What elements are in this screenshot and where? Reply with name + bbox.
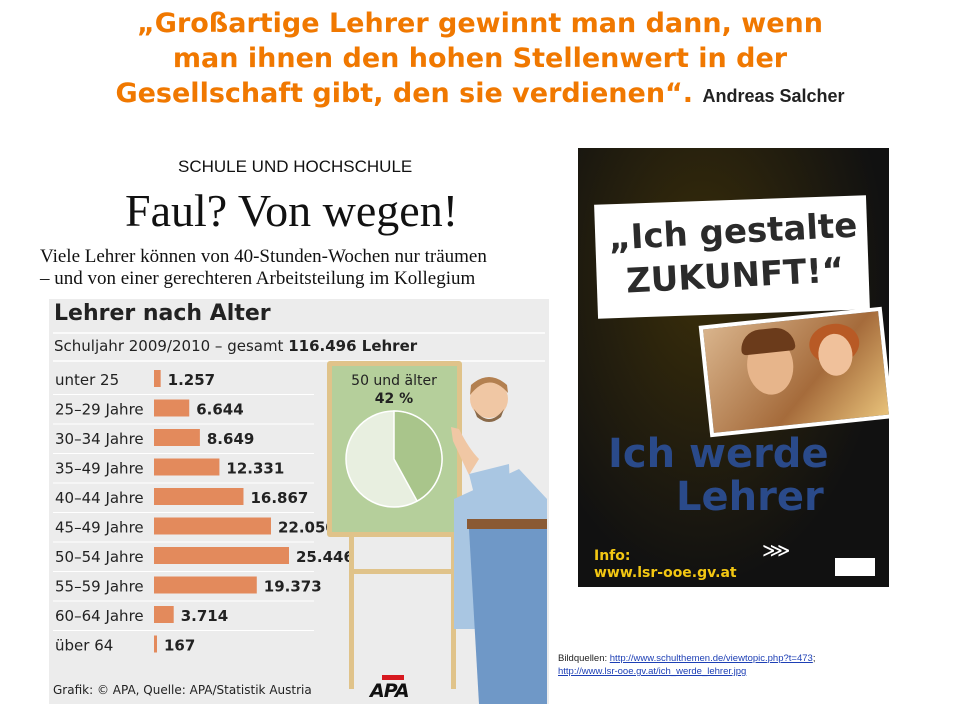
bar <box>154 488 244 505</box>
quote-line-3-wrap: Gesellschaft gibt, den sie verdienen“. A… <box>40 76 920 114</box>
quote: „Großartige Lehrer gewinnt man dann, wen… <box>40 6 920 114</box>
value-label: 6.644 <box>196 401 243 419</box>
value-label: 3.714 <box>181 607 228 625</box>
value-label: 19.373 <box>264 578 322 596</box>
poster-info-url: www.lsr-ooe.gv.at <box>594 565 737 581</box>
category-label: unter 25 <box>55 371 119 389</box>
category-label: 50–54 Jahre <box>55 548 144 566</box>
pie-slice <box>393 410 443 503</box>
bar <box>154 635 157 653</box>
person-beard <box>474 409 504 422</box>
chart-title: Lehrer nach Alter <box>54 301 271 326</box>
article-standfirst: Viele Lehrer können von 40-Stunden-Woche… <box>40 246 580 290</box>
poster-info: Info: www.lsr-ooe.gv.at <box>594 548 737 582</box>
category-label: über 64 <box>55 637 113 655</box>
pointing-hand <box>451 427 479 475</box>
category-label: 45–49 Jahre <box>55 519 144 537</box>
easel-bar <box>349 569 456 574</box>
value-label: 12.331 <box>226 460 284 478</box>
chart-source: Grafik: © APA, Quelle: APA/Statistik Aus… <box>53 683 312 697</box>
value-label: 1.257 <box>168 371 215 389</box>
category-label: 35–49 Jahre <box>55 460 144 478</box>
bar <box>154 576 257 594</box>
bar <box>154 517 271 535</box>
bar <box>154 370 161 387</box>
apa-logo: APA <box>370 675 410 702</box>
bar <box>154 458 220 476</box>
person-arm <box>469 464 511 514</box>
person-belt <box>467 519 547 529</box>
category-label: 60–64 Jahre <box>55 607 144 625</box>
poster-info-label: Info: <box>594 548 631 564</box>
chart-subtitle-prefix: Schuljahr 2009/2010 – gesamt <box>54 337 284 355</box>
pie-value-label: 42 % <box>375 391 413 407</box>
quote-line-3: Gesellschaft gibt, den sie verdienen“. <box>115 78 694 109</box>
value-label: 22.050 <box>278 519 336 537</box>
category-label: 25–29 Jahre <box>55 401 144 419</box>
credits-link-1[interactable]: http://www.schulthemen.de/viewtopic.php?… <box>609 653 813 664</box>
chart-svg: unter 25 1.257 25–29 Jahre 6.644 30–34 Jahre… <box>53 332 547 704</box>
bar <box>154 606 174 623</box>
poster-line-ich-werde: Ich werde <box>608 431 829 477</box>
chart-subtitle-total: 116.496 Lehrer <box>288 337 418 355</box>
pie-label: 50 und älter <box>351 373 437 389</box>
quote-line-1: „Großartige Lehrer gewinnt man dann, wen… <box>137 8 823 39</box>
bar <box>154 399 190 417</box>
value-label: 25.446 <box>296 548 354 566</box>
easel-leg-left <box>349 489 354 689</box>
school-board-logo-icon: ⋙ <box>762 540 791 562</box>
poster-line-lehrer: Lehrer <box>676 474 824 520</box>
article-kicker: SCHULE UND HOCHSCHULE <box>178 157 413 176</box>
value-label: 167 <box>164 637 195 655</box>
partner-logo-icon <box>835 558 875 576</box>
credits-link-2[interactable]: http://www.lsr-ooe.gv.at/ich_werde_lehre… <box>558 666 747 677</box>
bar <box>154 547 289 564</box>
bar <box>154 429 200 446</box>
credits-label: Bildquellen: <box>558 653 608 664</box>
credits-separator: ; <box>812 653 816 664</box>
value-label: 16.867 <box>250 489 308 507</box>
category-label: 40–44 Jahre <box>55 489 144 507</box>
teacher-poster: „Ich gestalte ZUKUNFT!“ Ich werde Lehrer… <box>578 148 889 587</box>
easel-leg-right <box>451 489 456 689</box>
chart-subtitle: Schuljahr 2009/2010 – gesamt 116.496 Leh… <box>54 337 417 355</box>
quote-author: Andreas Salcher <box>702 86 845 106</box>
age-chart: Lehrer nach Alter Schuljahr 2009/2010 – … <box>49 299 549 704</box>
article-headline: Faul? Von wegen! <box>125 185 459 236</box>
poster-slogan: „Ich gestalte ZUKUNFT!“ <box>602 203 866 304</box>
category-label: 30–34 Jahre <box>55 430 144 448</box>
person-trousers <box>469 529 547 704</box>
person-hair <box>470 377 508 395</box>
category-label: 55–59 Jahre <box>55 578 144 596</box>
value-label: 8.649 <box>207 430 254 448</box>
poster-photo <box>698 306 889 438</box>
standfirst-line-1: Viele Lehrer können von 40-Stunden-Woche… <box>40 246 487 267</box>
image-credits: Bildquellen: http://www.schulthemen.de/v… <box>558 652 948 678</box>
quote-line-2: man ihnen den hohen Stellenwert in der <box>172 43 788 74</box>
standfirst-line-2: – und von einer gerechteren Arbeitsteilu… <box>40 268 476 289</box>
person-head <box>470 380 508 418</box>
